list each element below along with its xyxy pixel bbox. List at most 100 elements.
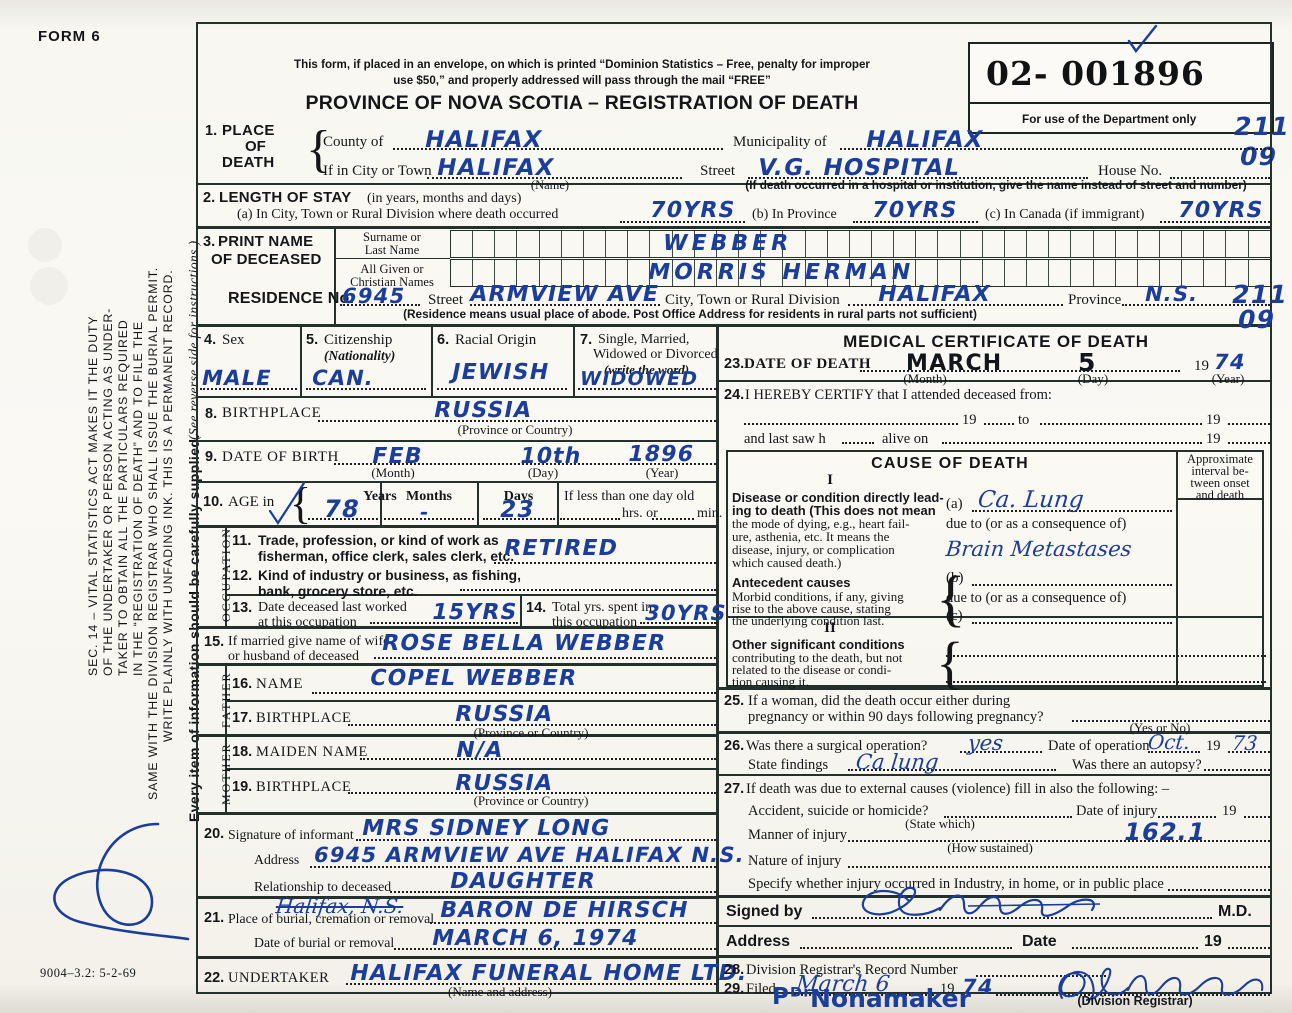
divider-age-months xyxy=(477,481,479,525)
cause-part1-line-1: Disease or condition directly lead- xyxy=(732,490,944,505)
registration-number-box: 02- 001896 xyxy=(968,42,1274,104)
section25-note: (Yes or No) xyxy=(1129,720,1191,735)
section17-value: RUSSIA xyxy=(452,702,556,727)
section3-label-2: OF DECEASED xyxy=(211,251,322,268)
section21-place-struck-value: Halifax, N.S. xyxy=(274,894,405,918)
age-years-value: 78 xyxy=(321,495,363,523)
rule-sec26-top xyxy=(717,731,1272,734)
section2b-line xyxy=(853,221,978,223)
page-title: PROVINCE OF NOVA SCOTIA – REGISTRATION O… xyxy=(305,92,859,114)
age-days-header: Days xyxy=(503,489,534,504)
ink-flourish-mark xyxy=(53,822,190,941)
cause-part1-line-5: disease, injury, or complication xyxy=(732,542,895,557)
city-town-label: If in City or Town xyxy=(323,163,432,179)
paper-smudge-2 xyxy=(30,267,68,305)
section1-brace: { xyxy=(306,121,331,178)
section11-number: 11. xyxy=(232,533,252,549)
rule-name-split xyxy=(334,258,450,260)
notice-line-4: IN THE “REGISTRATION OF DEATH” AND TO FI… xyxy=(131,320,145,676)
notice-line-1: SEC. 14 – VITAL STATISTICS ACT MAKES IT … xyxy=(86,315,100,677)
section19-line xyxy=(348,792,716,794)
section4-value: MALE xyxy=(199,366,275,390)
section19-note: (Province or Country) xyxy=(473,793,589,808)
cause-b-label: (b) xyxy=(946,570,964,586)
section23-month-note: (Month) xyxy=(903,371,947,386)
section23-number: 23. xyxy=(724,356,745,372)
residence-number-value: 6945 xyxy=(339,284,408,308)
section23-label: DATE OF DEATH xyxy=(744,356,872,372)
section20-address-line xyxy=(310,866,716,868)
age-months-header: Months xyxy=(406,489,452,504)
rule-sec27-top xyxy=(717,774,1272,776)
age-hrs-line xyxy=(560,518,620,520)
section9-label: DATE OF BIRTH xyxy=(222,449,339,465)
county-label: County of xyxy=(323,134,384,150)
cause-c-label: (c) xyxy=(946,608,963,624)
rule-sec18-top xyxy=(196,734,717,737)
section17-line xyxy=(348,724,716,726)
hospital-note: (If death occurred in a hospital or inst… xyxy=(745,178,1247,192)
section21-place-label: Place of burial, cremation or removal xyxy=(228,911,435,926)
cause-of-death-title: CAUSE OF DEATH xyxy=(871,455,1029,472)
section19-number: 19. xyxy=(232,779,253,795)
section7-sublabel: (write the word) xyxy=(603,362,690,377)
section7-line xyxy=(578,388,716,390)
cause-other-line-b xyxy=(946,681,1266,683)
given-names-value: MORRIS HERMAN xyxy=(645,260,917,285)
rule-sec19-top xyxy=(226,768,717,770)
section10-label: AGE in xyxy=(228,494,275,510)
section27-accident-line xyxy=(944,816,1072,818)
section8-value: RUSSIA xyxy=(431,398,535,423)
municipality-value: HALIFAX xyxy=(863,127,986,153)
section15-label-2: or husband of deceased xyxy=(228,649,360,664)
given-names-character-grid[interactable] xyxy=(450,259,1271,287)
section26-date-value: Oct. xyxy=(1146,730,1192,754)
cause-b-written-above: Brain Metastases xyxy=(944,537,1133,561)
rule-sec3-top xyxy=(196,226,1272,229)
cause-other-line-1: contributing to the death, but not xyxy=(732,650,903,665)
section23-line xyxy=(860,370,1180,372)
section18-number: 18. xyxy=(232,744,253,760)
cause-c-line xyxy=(972,622,1172,624)
section4-label: Sex xyxy=(222,332,245,348)
signed-address-label: Address xyxy=(726,933,791,950)
cause-part1-line-3: the mode of dying, e.g., heart fail- xyxy=(732,516,910,531)
age-min-label: min. xyxy=(697,506,723,521)
signed-date-19: 19 xyxy=(1204,933,1222,950)
section22-number: 22. xyxy=(204,970,225,986)
section1-number: 1. xyxy=(205,123,218,139)
cause-antecedent-line-3: the underlying condition last. xyxy=(732,613,885,628)
notice-line-6: WRITE PLAINLY WITH UNFADING INK. THIS IS… xyxy=(161,269,175,742)
cause-interval-divider xyxy=(1176,450,1178,687)
section2a-label: (a) In City, Town or Rural Division wher… xyxy=(237,207,559,222)
county-line xyxy=(393,148,723,150)
section1-label-3: DEATH xyxy=(222,154,275,171)
section11-label-1: Trade, profession, or kind of work as xyxy=(258,533,499,548)
section11-value: RETIRED xyxy=(501,536,621,561)
residence-margin-mark-bottom: 09 xyxy=(1235,305,1279,334)
section2a-line xyxy=(620,221,745,223)
section15-number: 15. xyxy=(204,634,225,650)
section28-line xyxy=(976,975,1106,977)
divider-age-years xyxy=(380,481,382,525)
cause-part1-line-4: ure, asthenia, etc. It means the xyxy=(732,529,890,544)
section20-signature-line xyxy=(356,839,716,841)
section13-number: 13. xyxy=(232,600,253,616)
surname-character-grid[interactable] xyxy=(450,230,1271,258)
section5-value: CAN. xyxy=(309,366,377,390)
divider-age-days xyxy=(557,481,559,525)
section2c-line xyxy=(1160,221,1270,223)
section6-value: JEWISH xyxy=(449,360,552,385)
section24-alive-19: 19 xyxy=(1206,431,1221,447)
residence-label: RESIDENCE No. xyxy=(228,290,355,307)
municipality-line xyxy=(840,148,1270,150)
section8-number: 8. xyxy=(205,406,218,422)
registration-number: 02- 001896 xyxy=(986,54,1205,93)
section15-line xyxy=(374,657,716,659)
section13-label-2: at this occupation xyxy=(258,615,357,630)
section29-registrar-note: (Division Registrar) xyxy=(1077,994,1193,1008)
cause-due-to-1: due to (or as a consequence of) xyxy=(946,516,1127,532)
cause-interval-header-4: and death xyxy=(1195,488,1245,502)
section5-line xyxy=(306,388,426,390)
street-label: Street xyxy=(700,163,735,179)
